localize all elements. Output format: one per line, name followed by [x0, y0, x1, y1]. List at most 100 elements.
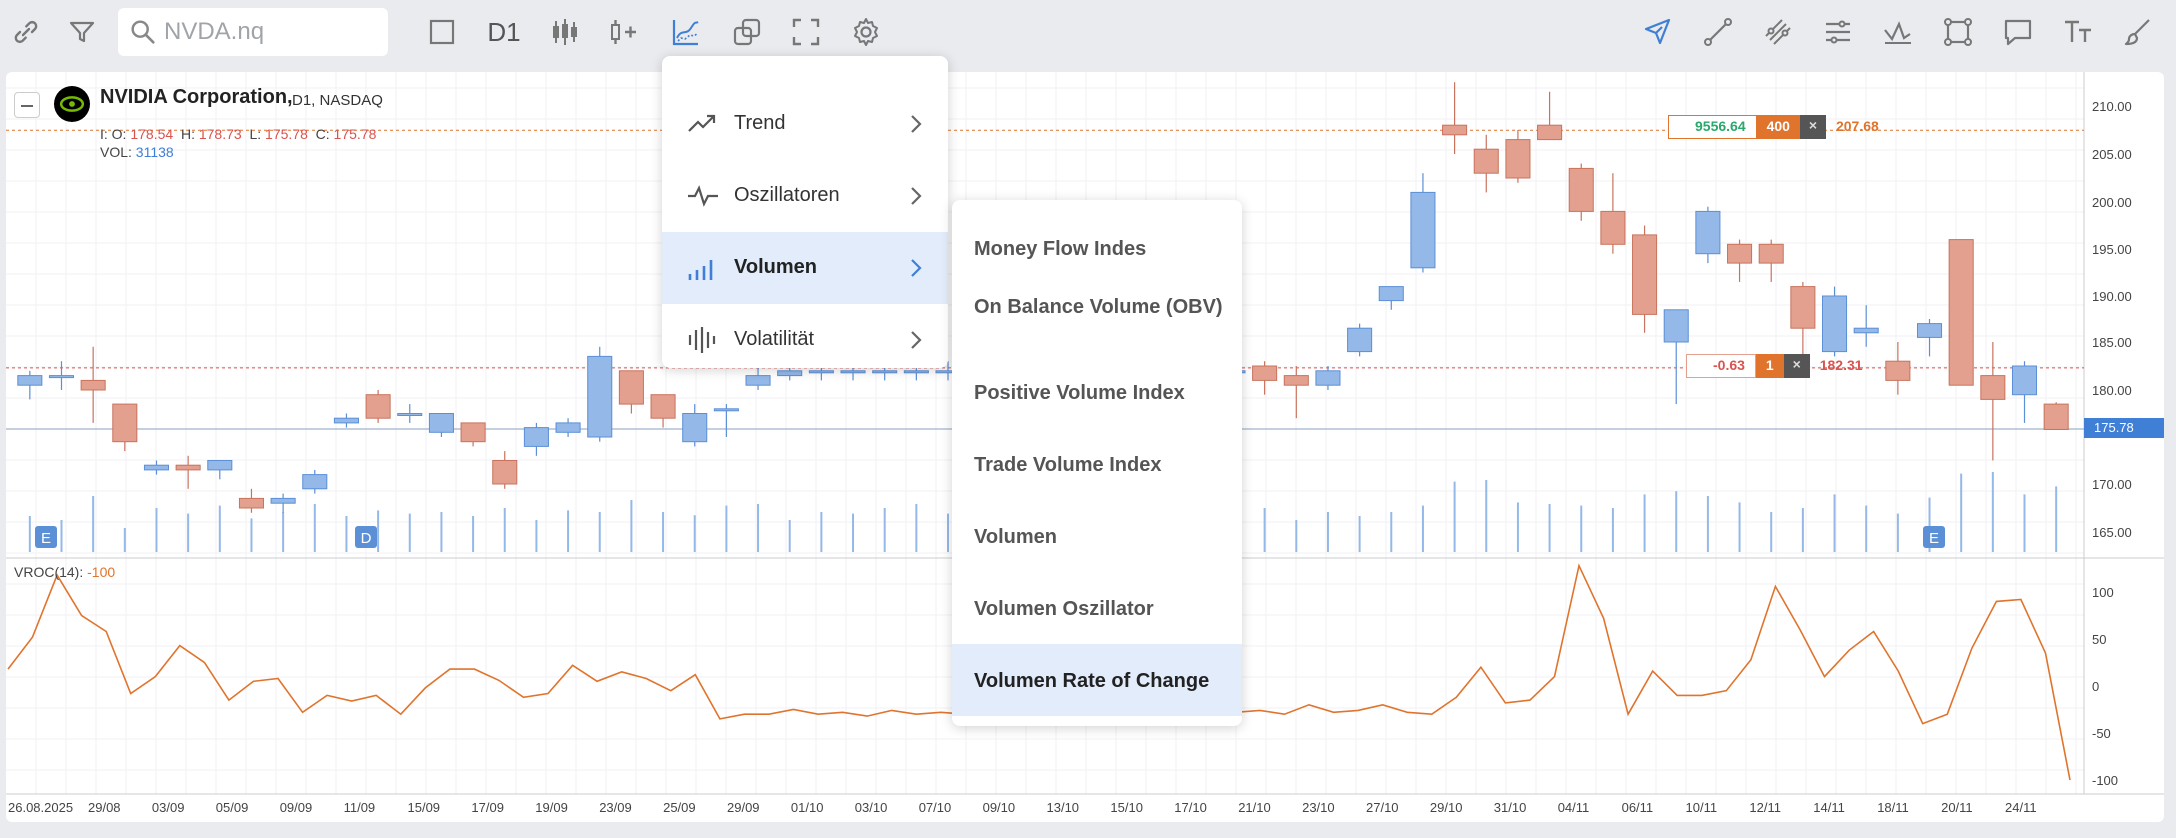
date-tick-label: 24/11 [2005, 800, 2037, 815]
candle-body [903, 370, 929, 374]
date-tick-label: 29/10 [1430, 800, 1463, 815]
submenu-item-money-flow[interactable]: Money Flow Indes [974, 238, 1147, 260]
candle-body [1568, 167, 1594, 212]
candlestick-icon[interactable] [545, 12, 585, 52]
order-tag-mid[interactable]: -0.63 1 × 182.31 [1686, 354, 1873, 378]
price-tick-label: 190.00 [2092, 289, 2132, 304]
date-tick-label: 13/10 [1047, 800, 1080, 815]
menu-item-volatility[interactable]: Volatilität [662, 304, 948, 376]
brush-tool-icon[interactable] [2118, 12, 2158, 52]
candle-body [2011, 365, 2038, 396]
channel-tool-icon[interactable] [1758, 12, 1798, 52]
timeframe-label: D1 [487, 16, 521, 47]
fibonacci-tool-icon[interactable] [1818, 12, 1858, 52]
toolbar: D1 [0, 0, 2176, 64]
date-tick-label: 04/11 [1558, 800, 1590, 815]
candle-body [428, 413, 454, 433]
candle-body [1980, 375, 2006, 400]
vroc-tick-label: -100 [2092, 773, 2118, 788]
candle-body [333, 417, 359, 424]
candle-body [1252, 365, 1278, 381]
date-tick-label: 09/09 [280, 800, 313, 815]
submenu-item-volume-oscillator[interactable]: Volumen Oszillator [974, 598, 1154, 620]
chevron-right-icon [911, 331, 922, 349]
comment-tool-icon[interactable] [1998, 12, 2038, 52]
candle-body [1378, 286, 1404, 302]
pattern-tool-icon[interactable] [1878, 12, 1918, 52]
dividend-marker [355, 526, 377, 548]
link-icon[interactable] [6, 12, 46, 52]
candle-body [2043, 403, 2069, 430]
chevron-right-icon [911, 187, 922, 205]
menu-item-trend[interactable]: Trend [662, 88, 948, 160]
submenu-item-volume-rate-of-change[interactable]: Volumen Rate of Change [952, 644, 1242, 716]
date-tick-label: 23/09 [599, 800, 632, 815]
settings-gear-icon[interactable] [846, 12, 886, 52]
menu-item-volume[interactable]: Volumen [662, 232, 948, 304]
order-qty[interactable]: 1 [1755, 354, 1784, 378]
candle-body [270, 497, 296, 504]
date-tick-label: 14/11 [1813, 800, 1845, 815]
submenu-item-volume[interactable]: Volumen [974, 526, 1057, 548]
date-tick-label: 01/10 [791, 800, 824, 815]
submenu-item-positive-volume-index[interactable]: Positive Volume Index [974, 382, 1185, 404]
close-order-icon[interactable]: × [1783, 354, 1810, 378]
instrument-name: NVIDIA Corporation, [100, 86, 293, 108]
candle-body [207, 460, 233, 471]
square-icon[interactable] [422, 12, 462, 52]
price-tick-label: 205.00 [2092, 147, 2132, 162]
rectangle-tool-icon[interactable] [1938, 12, 1978, 52]
compare-icon[interactable] [727, 12, 767, 52]
price-tick-label: 165.00 [2092, 525, 2132, 540]
date-tick-label: 29/08 [88, 800, 121, 815]
candle-body [80, 379, 106, 391]
cursor-arrow-icon[interactable] [1638, 12, 1678, 52]
chevron-right-icon [911, 259, 922, 277]
candle-body [112, 403, 138, 443]
price-tick-label: 180.00 [2092, 383, 2132, 398]
candle-body [492, 460, 518, 485]
close-order-icon[interactable]: × [1799, 115, 1826, 139]
collapse-legend-button[interactable] [14, 92, 40, 118]
candle-body [1410, 191, 1436, 269]
date-tick-label: 29/09 [727, 800, 760, 815]
text-tool-icon[interactable] [2058, 12, 2098, 52]
indicators-icon[interactable] [666, 12, 706, 52]
candle-body [1505, 139, 1531, 179]
order-qty[interactable]: 400 [1756, 115, 1800, 139]
candle-body [1790, 286, 1816, 329]
candle-body [618, 370, 644, 405]
menu-item-oscillators[interactable]: Oszillatoren [662, 160, 948, 232]
date-tick-label: 03/09 [152, 800, 185, 815]
nvidia-logo-icon [54, 86, 90, 122]
submenu-item-obv[interactable]: On Balance Volume (OBV) [974, 296, 1223, 318]
date-tick-label: 19/09 [535, 800, 568, 815]
vroc-tick-label: 100 [2092, 585, 2114, 600]
price-chart[interactable]: 210.00 205.00 200.00 195.00 190.00 185.00 180.… [6, 72, 2164, 822]
date-tick-label: 15/09 [408, 800, 441, 815]
volume-indicator-submenu: Money Flow Indes On Balance Volume (OBV)… [952, 200, 1242, 726]
order-tag-top[interactable]: 9556.64 400 × 207.68 [1668, 115, 1889, 139]
vroc-tick-label: 50 [2092, 632, 2106, 647]
candle-body [143, 464, 170, 471]
candle-body [872, 370, 898, 374]
candle-body [587, 355, 613, 438]
candle-body [17, 375, 43, 386]
date-tick-label: 15/10 [1110, 800, 1143, 815]
timeframe-button[interactable]: D1 [480, 12, 528, 52]
candle-body [1758, 243, 1784, 264]
candle-body [397, 413, 423, 416]
add-indicator-icon[interactable] [604, 12, 644, 52]
candle-body [1347, 327, 1373, 353]
filter-icon[interactable] [62, 12, 102, 52]
order-pnl: -0.63 [1686, 354, 1756, 378]
symbol-search[interactable] [118, 8, 388, 56]
submenu-item-trade-volume-index[interactable]: Trade Volume Index [974, 454, 1162, 476]
trend-line-tool-icon[interactable] [1698, 12, 1738, 52]
candle-body [238, 497, 264, 509]
candle-body [1822, 295, 1848, 353]
price-tick-label: 170.00 [2092, 477, 2132, 492]
price-tick-label: 200.00 [2092, 195, 2132, 210]
search-input[interactable] [164, 18, 384, 46]
fullscreen-icon[interactable] [786, 12, 826, 52]
